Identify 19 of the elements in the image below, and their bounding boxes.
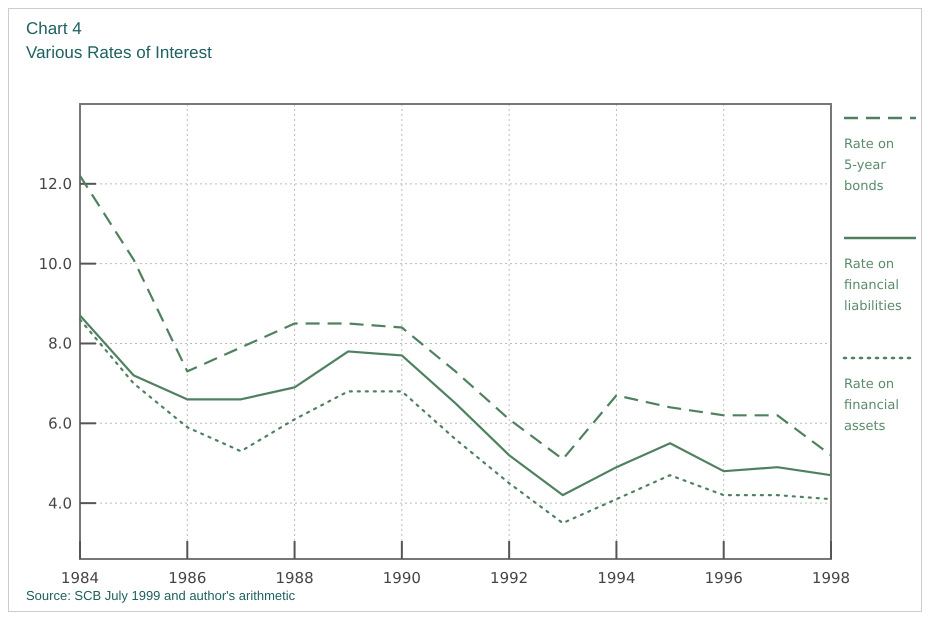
text: Rate on financial assets xyxy=(844,377,899,434)
x-tick-label: 1986 xyxy=(168,569,206,587)
y-tick-label: 10.0 xyxy=(38,254,72,273)
source-note: Source: SCB July 1999 and author's arithmetic xyxy=(26,588,296,603)
x-tick-label: 1992 xyxy=(490,569,528,587)
y-tick-label: 12.0 xyxy=(38,175,72,194)
chart-subtitle: Various Rates of Interest xyxy=(26,43,212,62)
x-tick-label: 1998 xyxy=(812,569,850,587)
text: Rate on financial liabilities xyxy=(844,257,902,314)
x-tick-label: 1988 xyxy=(275,569,314,587)
text: Rate on 5-year bonds xyxy=(844,137,894,194)
chart-title: Chart 4 xyxy=(26,19,82,38)
y-tick-label: 4.0 xyxy=(48,494,72,512)
y-tick-label: 8.0 xyxy=(48,334,72,353)
x-tick-label: 1996 xyxy=(704,569,743,587)
y-tick-label: 6.0 xyxy=(48,414,72,433)
x-tick-label: 1990 xyxy=(382,569,421,587)
x-tick-label: 1994 xyxy=(597,569,636,587)
x-tick-label: 1984 xyxy=(60,569,100,587)
